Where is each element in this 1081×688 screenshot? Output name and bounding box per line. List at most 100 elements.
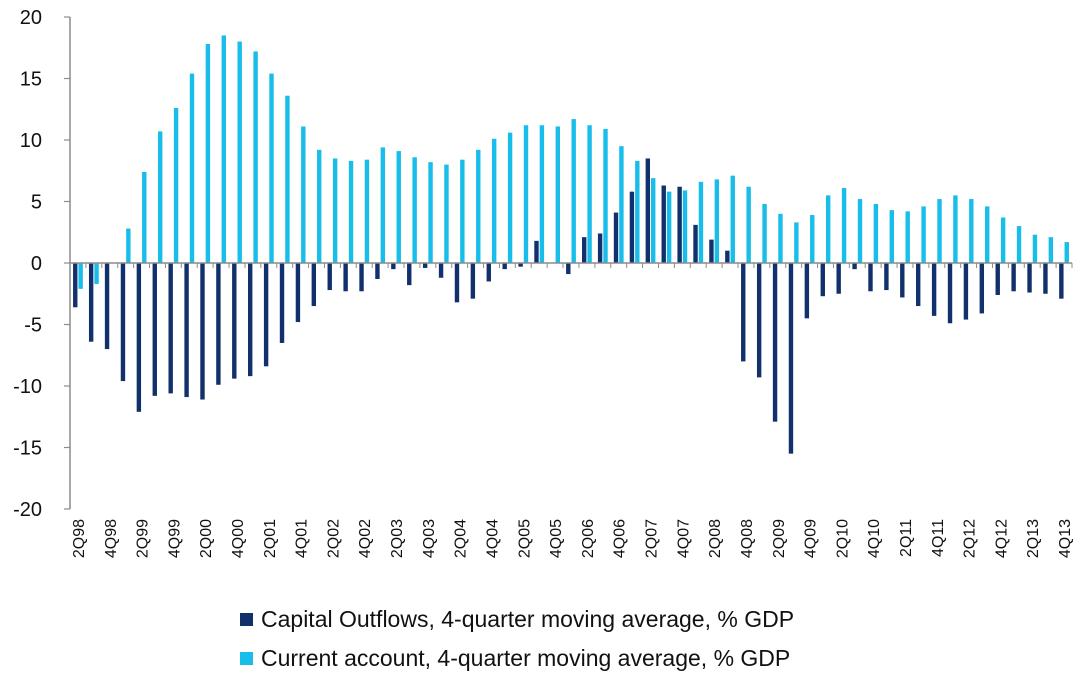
- x-tick-label: 4Q13: [1057, 519, 1074, 558]
- x-axis-tick-labels: 2Q98 4Q98 2Q99 4Q99 2Q00 4Q00 2Q01 4Q01 2Q02 4Q02…: [71, 519, 1074, 558]
- x-tick-label: 4Q09: [803, 519, 820, 558]
- x-tick-label: 2Q99: [135, 519, 152, 558]
- x-tick-label: 4Q01: [294, 519, 311, 558]
- capital-outflows-bar-4Q00: [232, 263, 237, 379]
- y-tick-label: 15: [20, 69, 42, 91]
- current-account-bar-4Q04: [491, 138, 497, 263]
- capital-outflows-bar-4Q98: [104, 263, 110, 350]
- x-tick-label: 4Q99: [166, 519, 183, 558]
- capital-outflows-bar-4Q02: [359, 263, 364, 292]
- legend-item-capital-outflows: Capital Outflows, 4-quarter moving avera…: [240, 606, 794, 633]
- current-account-bar-2Q09: [778, 213, 783, 263]
- capital-outflows-bar-4Q01: [295, 263, 301, 323]
- x-tick-label: 2Q11: [898, 519, 915, 557]
- capital-outflows-bar-3Q08: [725, 250, 730, 263]
- capital-outflows-bar-2Q08: [709, 239, 714, 263]
- capital-outflows-bar-2Q05: [518, 263, 523, 267]
- capital-outflows-bar-1Q12: [947, 263, 953, 324]
- x-tick-label: 2Q01: [262, 519, 279, 558]
- capital-outflows-bar-4Q08: [741, 263, 746, 362]
- legend-item-current-account: Current account, 4-quarter moving averag…: [240, 645, 790, 672]
- current-account-bar-1Q06: [571, 119, 576, 263]
- capital-outflows-bar-2Q02: [327, 263, 332, 291]
- x-tick-label: 2Q02: [325, 519, 342, 558]
- capital-outflows-bar-3Q07: [661, 185, 666, 263]
- current-account-bar-2Q07: [651, 178, 656, 263]
- x-tick-label: 2Q10: [834, 519, 851, 558]
- current-account-bar-2Q05: [523, 125, 529, 264]
- current-account-bar-4Q03: [428, 162, 433, 263]
- capital-outflows-bar-2Q13: [1027, 263, 1032, 293]
- current-account-bar-1Q13: [1016, 226, 1022, 263]
- capital-outflows-bar-3Q10: [852, 263, 857, 270]
- current-account-bar-4Q08: [746, 186, 751, 263]
- current-account-bar-2Q00: [205, 44, 211, 264]
- capital-outflows-bar-4Q10: [868, 263, 873, 292]
- current-account-bar-4Q01: [301, 126, 306, 263]
- current-account-bar-2Q98: [78, 263, 83, 289]
- current-account-bar-1Q08: [698, 181, 704, 263]
- legend-label-current-account: Current account, 4-quarter moving averag…: [261, 645, 791, 671]
- current-account-bar-2Q02: [332, 158, 338, 263]
- capital-outflows-bar-2Q09: [772, 263, 778, 422]
- current-account-bar-3Q04: [476, 149, 481, 263]
- capital-outflows-bar-1Q09: [756, 263, 762, 378]
- y-tick-label: 5: [31, 192, 42, 214]
- x-tick-label: 2Q06: [580, 519, 597, 558]
- current-account-bar-1Q02: [317, 149, 322, 263]
- capital-outflows-bar-3Q11: [916, 263, 921, 307]
- y-axis-tick-labels: 20 15 10 5 0 -5 -10 -15 -20: [13, 7, 42, 521]
- capital-outflows-bar-3Q00: [216, 263, 221, 385]
- capital-outflows-bars: [73, 158, 1064, 454]
- current-account-bar-4Q07: [682, 190, 688, 263]
- capital-outflows-bar-2Q12: [963, 263, 969, 320]
- capital-outflows-bar-4Q13: [1059, 263, 1064, 299]
- capital-outflows-bar-1Q11: [884, 263, 889, 291]
- current-account-bar-4Q09: [810, 215, 815, 263]
- x-tick-label: 2Q07: [644, 519, 661, 558]
- capital-outflows-bar-2Q03: [391, 263, 396, 270]
- x-tick-label: 4Q12: [993, 519, 1010, 558]
- current-account-bar-1Q00: [189, 73, 195, 263]
- capital-outflows-bar-2Q11: [900, 263, 905, 298]
- current-account-bar-4Q11: [937, 199, 942, 263]
- capital-outflows-bar-4Q09: [804, 263, 810, 319]
- current-account-bar-4Q12: [1000, 217, 1006, 263]
- x-tick-label: 2Q13: [1025, 519, 1042, 558]
- x-tick-label: 2Q12: [962, 519, 979, 558]
- x-tick-label: 2Q98: [71, 519, 88, 558]
- current-account-bar-4Q13: [1064, 242, 1069, 263]
- current-account-bar-2Q99: [142, 171, 147, 263]
- legend-swatch-capital-outflows: [240, 613, 253, 626]
- current-account-bars: [78, 35, 1069, 289]
- current-account-bar-1Q10: [825, 195, 831, 263]
- capital-outflows-bar-3Q98: [88, 263, 94, 342]
- x-tick-label: 4Q08: [739, 519, 756, 558]
- legend-swatch-current-account: [240, 652, 253, 665]
- current-account-bar-1Q04: [444, 164, 449, 263]
- capital-outflows-bar-1Q03: [375, 263, 380, 279]
- current-account-bar-3Q13: [1048, 237, 1054, 263]
- x-tick-label: 4Q98: [103, 519, 120, 558]
- current-account-bar-2Q10: [841, 187, 847, 263]
- x-tick-label: 2Q03: [389, 519, 406, 558]
- capital-outflows-bar-1Q02: [311, 263, 317, 307]
- capital-outflows-bar-3Q03: [407, 263, 412, 286]
- current-account-bar-2Q08: [714, 179, 720, 263]
- capital-outflows-bar-1Q99: [120, 263, 126, 382]
- x-tick-label: 4Q05: [548, 519, 565, 558]
- current-account-bar-3Q00: [221, 35, 226, 264]
- capital-outflows-bar-1Q07: [629, 191, 635, 263]
- capital-outflows-bar-3Q12: [979, 263, 985, 314]
- current-account-bar-2Q12: [969, 199, 974, 263]
- legend-label-capital-outflows: Capital Outflows, 4-quarter moving avera…: [261, 606, 795, 632]
- capital-outflows-bar-4Q03: [422, 263, 428, 268]
- capital-outflows-bar-4Q99: [168, 263, 173, 394]
- capital-outflows-bar-2Q10: [836, 263, 841, 294]
- capital-outflows-bar-2Q04: [454, 263, 460, 303]
- x-tick-label: 2Q04: [453, 519, 470, 558]
- current-account-bar-3Q01: [285, 95, 290, 263]
- x-tick-label: 4Q10: [866, 519, 883, 558]
- current-account-bar-4Q99: [173, 108, 179, 264]
- capital-outflows-bar-1Q10: [820, 263, 825, 297]
